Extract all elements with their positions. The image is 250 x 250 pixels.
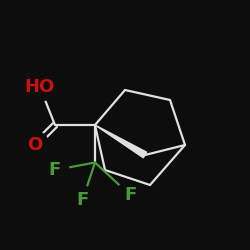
Polygon shape <box>95 125 147 158</box>
Circle shape <box>116 181 144 209</box>
Text: O: O <box>28 136 42 154</box>
Text: F: F <box>49 161 61 179</box>
Circle shape <box>69 186 96 214</box>
Text: F: F <box>124 186 136 204</box>
Circle shape <box>41 156 69 184</box>
Text: F: F <box>76 191 88 209</box>
Circle shape <box>21 131 49 159</box>
Circle shape <box>26 74 54 101</box>
Text: HO: HO <box>25 78 55 96</box>
